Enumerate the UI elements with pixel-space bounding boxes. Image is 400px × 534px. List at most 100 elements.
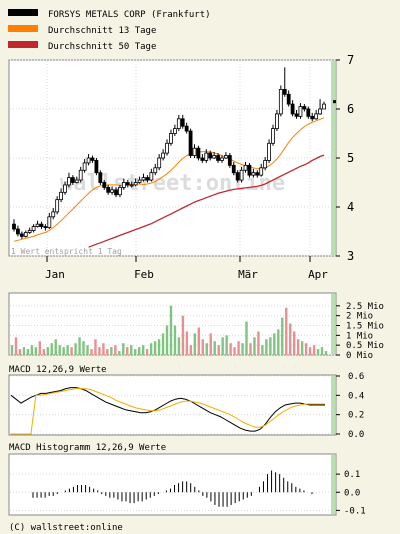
candle — [59, 188, 63, 203]
legend-label-ma50: Durchschnitt 50 Tage — [48, 42, 156, 52]
candle-body — [70, 177, 75, 183]
candle-body — [208, 152, 213, 159]
volume-bar — [62, 347, 65, 355]
volume-bar — [296, 339, 300, 355]
candle — [243, 161, 248, 173]
candle — [145, 175, 150, 183]
candle-body — [298, 106, 303, 117]
volume-bar — [58, 345, 61, 355]
histogram-highlight-band — [331, 455, 335, 514]
candle-body — [231, 164, 236, 174]
volume-bar — [316, 349, 320, 355]
candle — [286, 90, 291, 107]
candle-body — [251, 172, 256, 176]
candle — [55, 196, 60, 215]
candle-body — [78, 169, 83, 181]
candle-body — [23, 232, 28, 237]
volume-bar — [14, 337, 18, 355]
copyright-footer: (C) wallstreet:online — [9, 523, 123, 533]
volume-bar — [205, 343, 208, 355]
candle-body — [39, 223, 44, 227]
candle — [51, 207, 56, 220]
candle-body — [302, 106, 307, 110]
candle — [63, 181, 67, 195]
price-y-axis: 3 4 5 6 7 — [336, 53, 354, 263]
price-grid — [10, 59, 335, 257]
candle — [263, 157, 268, 171]
candle-body — [282, 89, 287, 95]
volume-bar — [149, 343, 153, 355]
candle-body — [306, 108, 311, 117]
volume-bar — [126, 347, 129, 355]
volume-bar — [277, 329, 280, 355]
candle-body — [212, 155, 217, 159]
candle-body — [19, 233, 24, 237]
candle-body — [235, 172, 240, 181]
volume-bar — [137, 347, 141, 355]
candle-body — [172, 128, 177, 134]
candle-body — [322, 103, 326, 110]
candle-body — [188, 130, 193, 156]
candle-body — [51, 211, 56, 218]
candle — [188, 128, 193, 158]
candle-body — [35, 223, 40, 227]
volume-bar — [122, 343, 125, 355]
ma13-line-group — [13, 117, 325, 242]
legend: FORSYS METALS CORP (Frankfurt) Durchschn… — [8, 9, 211, 52]
candle — [290, 100, 295, 117]
price-x-axis: Jan Feb Mär Apr — [45, 256, 328, 281]
candle-body — [118, 186, 122, 196]
volume-bar — [38, 341, 42, 355]
candle — [67, 172, 71, 188]
candle-body — [180, 118, 185, 127]
volume-bar — [269, 337, 272, 355]
candle-body — [176, 118, 181, 130]
candle — [235, 170, 240, 183]
volume-bar — [161, 333, 165, 355]
candle-body — [27, 230, 32, 233]
macd-y-axis: 0.0 0.2 0.4 0.6 — [336, 372, 364, 440]
volume-bar — [66, 345, 69, 355]
candle — [129, 181, 134, 188]
volume-bar — [94, 339, 97, 355]
histogram-title: MACD Histogramm 12,26,9 Werte — [9, 443, 166, 453]
volume-y-tick-label: 1.5 Mio — [346, 322, 384, 332]
candle — [306, 106, 311, 119]
volume-bar — [145, 349, 149, 355]
last-value-marker — [333, 100, 336, 104]
candle — [125, 180, 130, 188]
volume-bar — [22, 347, 26, 355]
candle-body — [263, 160, 268, 169]
volume-bar — [173, 325, 177, 355]
candle-body — [271, 128, 275, 144]
volume-bar — [90, 349, 93, 355]
histogram-y-axis: -0.1 0.0 0.1 — [336, 470, 366, 516]
candle-body — [290, 103, 295, 115]
legend-label-ma13: Durchschnitt 13 Tage — [48, 26, 156, 36]
volume-bar — [265, 339, 268, 355]
candle-body — [43, 226, 48, 229]
candle-body — [63, 184, 67, 193]
candle — [90, 155, 95, 163]
candle-body — [12, 223, 16, 230]
price-y-tick-label: 7 — [347, 53, 354, 67]
candle — [172, 124, 177, 136]
candle-body — [98, 172, 103, 183]
macd-grid — [10, 375, 335, 435]
candle — [278, 85, 283, 117]
candle — [82, 158, 87, 173]
volume-bar — [229, 343, 232, 355]
candle-body — [114, 189, 118, 196]
candle-body — [294, 113, 299, 117]
candle-body — [125, 182, 130, 186]
volume-bar — [213, 341, 216, 355]
candle-body — [216, 155, 220, 161]
candle-body — [204, 152, 209, 161]
volume-bar — [249, 343, 252, 355]
candle-body — [149, 172, 154, 181]
volume-grid — [10, 305, 335, 356]
histogram-grid — [10, 473, 335, 511]
price-panel: wallstreet:online 1 Wert entspricht 1 Ta… — [8, 53, 354, 281]
